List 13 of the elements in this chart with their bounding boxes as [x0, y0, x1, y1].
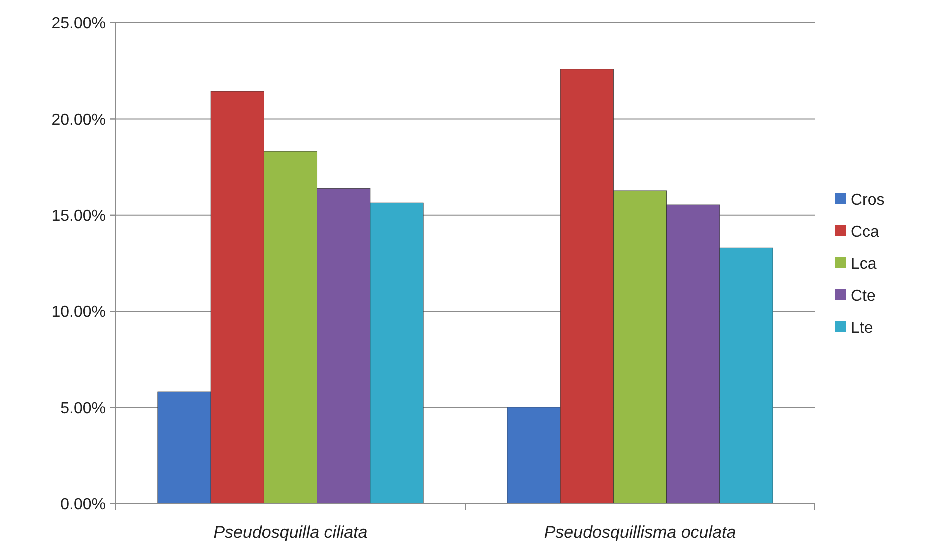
- legend-label: Lte: [851, 320, 874, 338]
- x-tick-label: Pseudosquillisma oculata: [544, 523, 736, 542]
- legend-label: Cca: [851, 224, 880, 242]
- y-tick-label: 15.00%: [52, 208, 106, 225]
- y-tick-label: 0.00%: [60, 496, 106, 514]
- legend-label: Cros: [851, 192, 885, 210]
- legend-label: Lca: [851, 256, 877, 274]
- y-tick-label: 20.00%: [52, 112, 106, 129]
- legend-label: Cte: [851, 288, 876, 306]
- x-tick-label: Pseudosquilla ciliata: [214, 523, 368, 542]
- y-tick-label: 25.00%: [52, 16, 106, 33]
- y-tick-label: 10.00%: [52, 304, 106, 322]
- y-tick-label: 5.00%: [60, 400, 106, 418]
